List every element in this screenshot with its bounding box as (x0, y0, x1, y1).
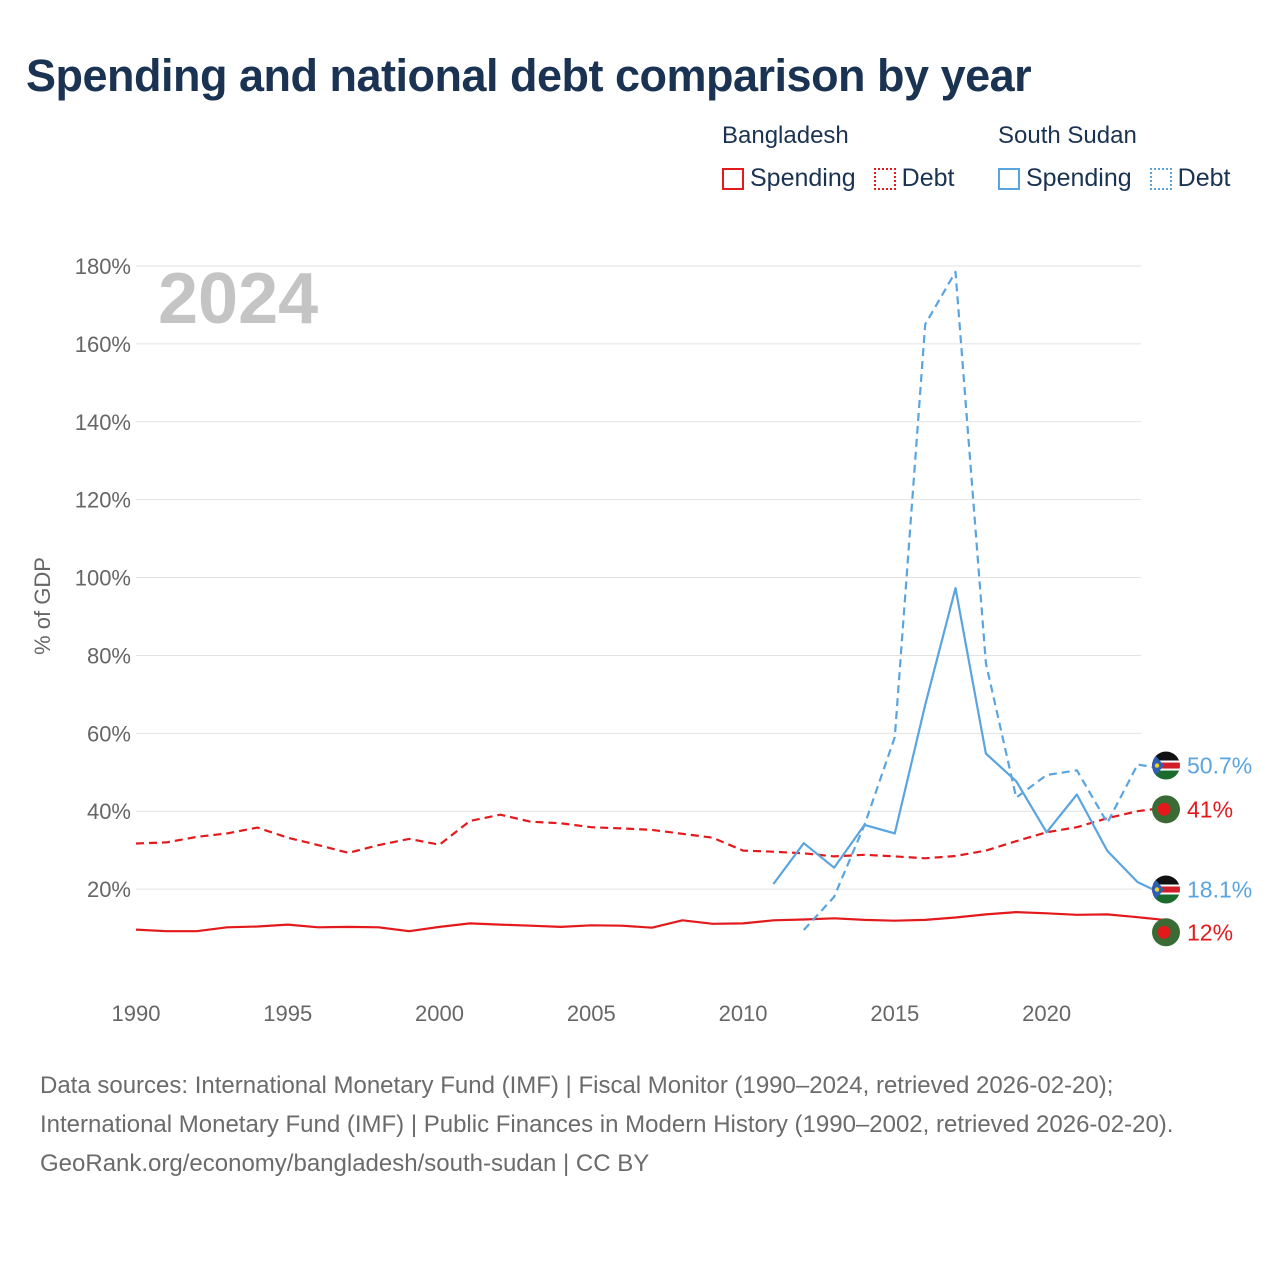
x-tick-label: 2005 (567, 1001, 616, 1026)
series-line-1 (135, 910, 1169, 933)
legend-bangladesh: Bangladesh Spending Debt (722, 122, 972, 193)
x-tick-label: 1990 (112, 1001, 161, 1026)
legend-label: Spending (750, 164, 856, 192)
end-marker-1: 12% (1152, 918, 1233, 947)
legend-label: Debt (901, 164, 955, 192)
legend-country-bangladesh: Bangladesh (722, 122, 849, 149)
end-value-label: 50.7% (1187, 753, 1252, 779)
end-markers: 41% 12% 50.7% 18.1% (1152, 751, 1252, 947)
series-line-0 (135, 806, 1169, 860)
flag-disc (1157, 925, 1171, 939)
data-sources: Data sources: International Monetary Fun… (40, 1072, 1174, 1138)
legend-swatch-dotted (873, 167, 896, 190)
x-tick-label: 2000 (415, 1001, 464, 1026)
legend-item-bangladesh-spending[interactable]: Spending (722, 164, 856, 193)
legend-item-south-sudan-debt[interactable]: Debt (1149, 164, 1231, 193)
year-watermark: 2024 (158, 259, 318, 339)
end-value-label: 12% (1187, 919, 1233, 945)
legend-label: Debt (1177, 164, 1231, 192)
x-tick-label: 2020 (1022, 1001, 1071, 1026)
legend-item-bangladesh-debt[interactable]: Debt (873, 164, 955, 193)
grid-lines (136, 265, 1141, 890)
legend-south-sudan: South Sudan Spending Debt (998, 122, 1248, 193)
end-value-label: 41% (1187, 796, 1233, 822)
y-tick-label: 120% (75, 488, 131, 513)
x-tick-label: 2010 (719, 1001, 768, 1026)
footer: Data sources: International Monetary Fun… (40, 1066, 1240, 1183)
legend-swatch-dotted (1149, 167, 1172, 190)
x-tick-label: 1995 (263, 1001, 312, 1026)
y-tick-label: 40% (87, 799, 131, 824)
y-axis-title: % of GDP (30, 557, 55, 655)
y-tick-label: 140% (75, 410, 131, 435)
legend-item-south-sudan-spending[interactable]: Spending (998, 164, 1132, 193)
x-tick-label: 2015 (870, 1001, 919, 1026)
y-tick-label: 160% (75, 332, 131, 357)
line-chart: 2024 % of GDP 20% 40% 60% 80% 100% 120% 140% 16… (30, 254, 1252, 1026)
series-line-3 (772, 586, 1169, 898)
series-lines (135, 270, 1169, 933)
legend-swatch-solid (722, 167, 744, 190)
y-tick-label: 20% (87, 877, 131, 902)
end-marker-2: 50.7% (1152, 751, 1252, 780)
legend-label: Spending (1026, 164, 1132, 192)
flag-disc (1157, 802, 1171, 816)
end-marker-0: 41% (1152, 795, 1233, 824)
chart-title: Spending and national debt comparison by… (26, 50, 1032, 101)
legend-swatch-solid (998, 167, 1020, 190)
end-marker-3: 18.1% (1152, 875, 1252, 904)
axis-ticks: 20% 40% 60% 80% 100% 120% 140% 160% 180% 1990 1995… (75, 254, 1071, 1026)
y-tick-label: 60% (87, 721, 131, 746)
y-tick-label: 180% (75, 254, 131, 279)
end-value-label: 18.1% (1187, 877, 1252, 903)
attribution-link[interactable]: GeoRank.org/economy/bangladesh/south-sud… (40, 1150, 650, 1177)
y-tick-label: 100% (75, 566, 131, 591)
series-line-2 (802, 270, 1169, 931)
legend-country-south-sudan: South Sudan (998, 122, 1137, 149)
flag-south-sudan-icon (1152, 751, 1180, 780)
y-tick-label: 80% (87, 643, 131, 668)
flag-south-sudan-icon (1152, 875, 1180, 904)
